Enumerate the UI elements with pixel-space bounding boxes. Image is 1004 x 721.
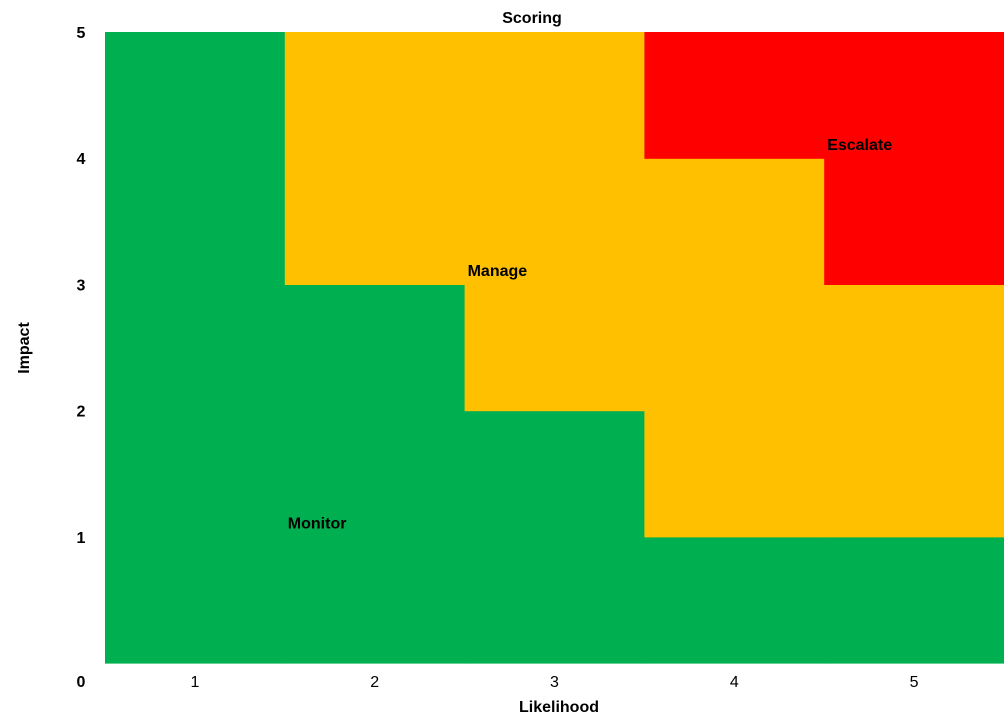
zone-cell-escalate-5 xyxy=(824,32,1004,285)
zone-cell-monitor-4 xyxy=(644,536,825,664)
x-tick-1: 1 xyxy=(190,674,199,691)
zone-cell-monitor-5 xyxy=(824,536,1004,664)
y-tick-1: 1 xyxy=(77,530,86,547)
zone-label-escalate: Escalate xyxy=(827,137,892,154)
x-axis-ticks: 1 2 3 4 5 xyxy=(190,674,918,691)
x-tick-5: 5 xyxy=(910,674,919,691)
zone-cell-manage-2 xyxy=(284,32,466,285)
x-tick-4: 4 xyxy=(730,674,739,691)
y-tick-0: 0 xyxy=(77,674,86,691)
y-axis-ticks: 0 1 2 3 4 5 xyxy=(77,25,86,691)
zone-labels: Monitor Manage Escalate xyxy=(288,137,892,533)
zone-cell-manage-5 xyxy=(824,284,1004,538)
x-tick-3: 3 xyxy=(550,674,559,691)
plot-area xyxy=(105,32,1004,664)
zone-cell-manage-4 xyxy=(644,158,825,538)
y-tick-4: 4 xyxy=(77,151,86,168)
y-axis-title: Impact xyxy=(16,322,33,374)
y-tick-2: 2 xyxy=(77,404,86,421)
x-tick-2: 2 xyxy=(370,674,379,691)
zone-label-monitor: Monitor xyxy=(288,515,347,532)
y-tick-3: 3 xyxy=(77,277,86,294)
y-tick-5: 5 xyxy=(77,25,86,42)
zone-cell-monitor-1 xyxy=(105,32,286,664)
zone-cell-monitor-2 xyxy=(284,284,466,664)
zone-cell-monitor-3 xyxy=(464,410,645,664)
zone-cell-escalate-4 xyxy=(644,32,825,159)
zone-label-manage: Manage xyxy=(468,263,528,280)
chart-title: Scoring xyxy=(502,10,562,27)
x-axis-title: Likelihood xyxy=(519,699,599,716)
zone-cell-manage-3 xyxy=(464,32,645,412)
